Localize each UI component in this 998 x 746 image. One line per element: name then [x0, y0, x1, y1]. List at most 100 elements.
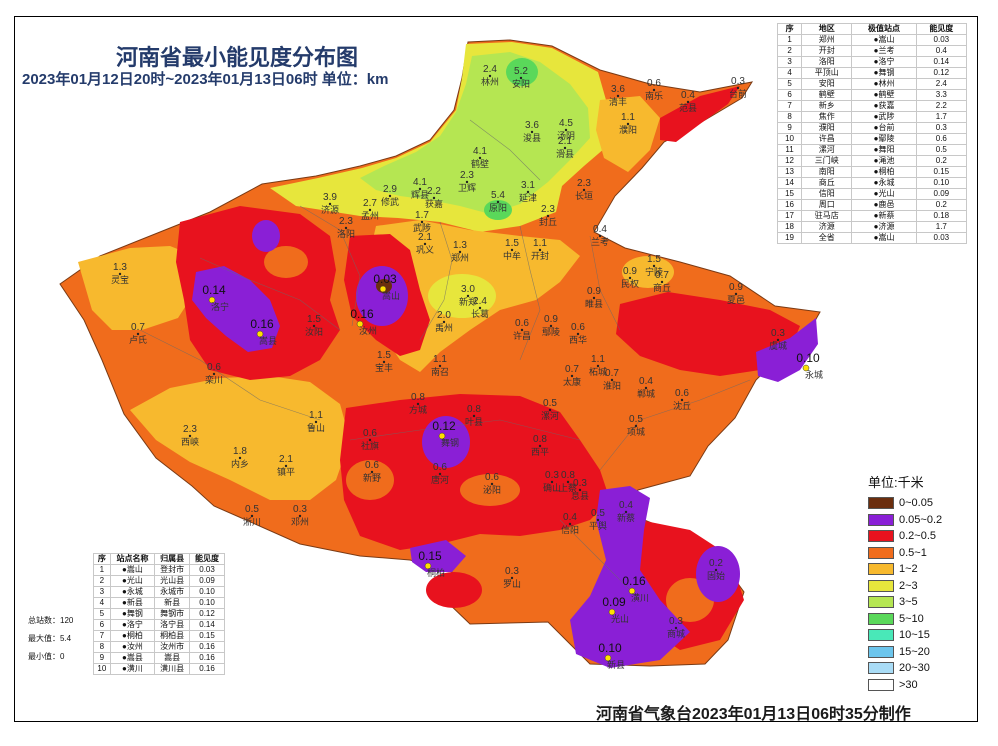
- station-value: 0.5: [629, 414, 643, 425]
- city-table-cell: 5: [776, 78, 803, 90]
- station-table-header-0: 序: [93, 553, 111, 565]
- city-table-header-2: 极值站点: [851, 23, 917, 35]
- station-value: 0.9: [587, 286, 601, 297]
- legend-title: 单位:千米: [868, 475, 924, 490]
- station-dot-small: [548, 408, 552, 412]
- city-table-cell: 0.3: [915, 122, 968, 134]
- station-value: 1.8: [233, 446, 247, 457]
- station-dot-small: [644, 386, 648, 390]
- station-dot-small: [314, 420, 318, 424]
- station-name: 平舆: [589, 520, 607, 531]
- station-value: 0.3: [293, 504, 307, 515]
- legend-label: 15~20: [899, 645, 930, 658]
- station-value-labels: 2.4林州5.2安阳4.1鹤壁3.6浚县4.5汤阴2.1滑县3.6清丰0.6南乐…: [111, 64, 787, 639]
- station-table-row: 8 ●汝州 汝州市 0.16: [93, 641, 225, 653]
- station-table-cell: 登封市: [154, 564, 191, 576]
- highlight-markers: 0.03 嵩山 0.14 洛宁 0.16 嵩县 0.16 汝州 0.12 舞钢 0.10 永城 0.15…: [202, 272, 823, 670]
- stat-total: 总站数：120: [28, 616, 74, 625]
- city-table-header-3: 能见度: [915, 23, 968, 35]
- station-value: 0.3: [545, 470, 559, 481]
- station-value: 0.9: [544, 314, 558, 325]
- station-dot-small: [714, 568, 718, 572]
- highlight-value: 0.16: [622, 574, 646, 588]
- station-name: 宁陵: [645, 266, 663, 277]
- legend-label: >30: [899, 678, 918, 691]
- station-name: 上蔡: [559, 482, 577, 493]
- station-table-cell: ●洛宁: [109, 619, 156, 631]
- station-name: 浚县: [523, 132, 541, 143]
- city-table-cell: 11: [776, 144, 803, 156]
- legend-label: 20~30: [899, 662, 930, 675]
- station-dot-small: [238, 456, 242, 460]
- station-dot-small: [438, 472, 442, 476]
- station-value: 0.6: [433, 462, 447, 473]
- city-table-cell: 3: [776, 56, 803, 68]
- city-table-cell: 济源: [801, 221, 853, 233]
- station-table-row: 5 ●舞钢 舞钢市 0.12: [93, 608, 225, 620]
- station-name: 西平: [531, 447, 549, 457]
- station-table-cell: 光山县: [154, 575, 191, 587]
- city-table-cell: 3.3: [915, 89, 968, 101]
- station-value: 1.5: [647, 254, 661, 265]
- station-name: 郑州: [451, 252, 469, 263]
- station-dot-small: [368, 438, 372, 442]
- station-dot-small: [596, 364, 600, 368]
- station-dot: [604, 654, 612, 662]
- station-dot-small: [368, 208, 372, 212]
- city-table-cell: 6: [776, 89, 803, 101]
- station-table-cell: 10: [93, 663, 111, 675]
- station-dot-small: [418, 187, 422, 191]
- city-table-cell: 15: [776, 188, 803, 200]
- station-value: 2.3: [577, 178, 591, 189]
- station-dot-small: [652, 88, 656, 92]
- station-table-cell: 8: [93, 641, 111, 653]
- city-table-cell: 洛阳: [801, 56, 853, 68]
- city-table-cell: ●桐柏: [851, 166, 917, 178]
- highlight-name: 嵩山: [382, 291, 400, 301]
- station-dot: [608, 608, 616, 616]
- station-name: 西华: [569, 334, 587, 345]
- legend-item: 0.5~1: [868, 545, 942, 562]
- legend-item: 3~5: [868, 594, 942, 611]
- station-table-cell: ●新县: [109, 597, 156, 609]
- city-table-cell: ●嵩山: [851, 34, 917, 46]
- city-table-cell: 19: [776, 232, 803, 244]
- station-name: 许昌: [513, 330, 531, 341]
- station-dot-small: [442, 320, 446, 324]
- station-value: 0.5: [245, 504, 259, 515]
- zone-0.2-0.5-south: [340, 394, 610, 550]
- legend-item: 0~0.05: [868, 495, 942, 512]
- credit-line: 河南省气象台2023年01月13日06时35分制作: [596, 706, 911, 723]
- city-table-cell: 0.2: [915, 155, 968, 167]
- city-table-cell: 2: [776, 45, 803, 57]
- station-dot-small: [212, 372, 216, 376]
- station-table-cell: 桐柏县: [154, 630, 191, 642]
- station-value: 0.3: [573, 478, 587, 489]
- station-value: 2.0: [437, 310, 451, 321]
- station-name: 罗山: [503, 579, 521, 589]
- station-stats: 总站数：120 最大值：5.4 最小值：0: [28, 612, 73, 666]
- station-dot-small: [616, 94, 620, 98]
- station-name: 淅川: [243, 516, 261, 527]
- zone-0.5-1-spot5: [264, 246, 308, 278]
- city-table-row: 17 驻马店 ●新蔡 0.18: [776, 210, 968, 222]
- station-dot-small: [734, 292, 738, 296]
- station-dot: [424, 562, 432, 570]
- city-table-cell: ●嵩山: [851, 232, 917, 244]
- city-table-row: 14 商丘 ●永城 0.10: [776, 177, 968, 189]
- station-name: 兰考: [591, 236, 609, 247]
- station-table-cell: 1: [93, 564, 111, 576]
- legend-swatch: [868, 596, 894, 609]
- station-table-cell: 9: [93, 652, 111, 664]
- station-dot-small: [188, 434, 192, 438]
- station-name: 鄢陵: [542, 327, 560, 337]
- station-dot-small: [465, 180, 469, 184]
- station-dot-small: [370, 470, 374, 474]
- city-table-cell: 许昌: [801, 133, 853, 145]
- city-table-cell: 1.7: [915, 111, 968, 123]
- county-boundaries: [139, 119, 751, 601]
- station-table-cell: 6: [93, 619, 111, 631]
- city-table-cell: ●洛宁: [851, 56, 917, 68]
- station-value: 0.3: [731, 76, 745, 87]
- highlight-name: 光山: [611, 613, 629, 624]
